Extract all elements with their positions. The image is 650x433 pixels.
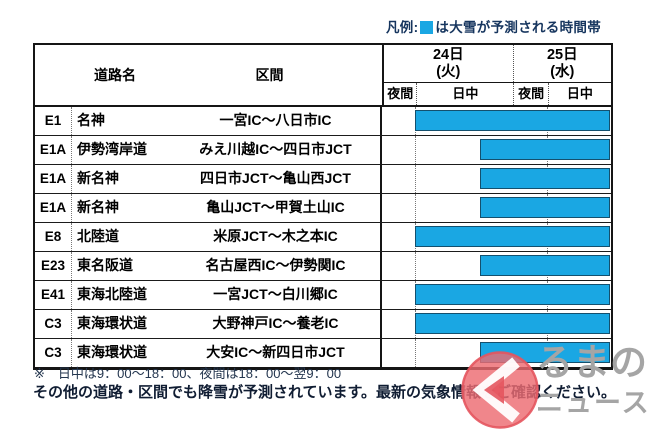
row-road: 北陸道: [77, 228, 119, 244]
timeline-divider: [414, 136, 416, 164]
timeline-divider: [414, 194, 416, 222]
date-header-row: 24日 (火) 25日 (水): [384, 45, 611, 83]
row-road: 新名神: [77, 199, 119, 215]
row-road: 伊勢湾岸道: [77, 141, 147, 157]
timeline-header: 24日 (火) 25日 (水) 夜間 日中 夜間 日中: [382, 45, 611, 105]
snow-bar: [479, 139, 611, 160]
row-section: 四日市JCT〜亀山西JCT: [200, 170, 351, 186]
snow-bar: [479, 168, 611, 189]
table-header-left: 道路名 区間: [35, 45, 382, 105]
row-code: C3: [35, 339, 72, 367]
row-section: 一宮IC〜八日市IC: [219, 112, 332, 128]
row-code: E1A: [35, 136, 72, 164]
row-section: みえ川越IC〜四日市JCT: [199, 141, 352, 157]
kuruma-news-logo-text: るまの ニュース: [536, 344, 650, 417]
row-timeline: [380, 107, 611, 135]
date-weekday: (水): [550, 64, 575, 80]
row-road: 新名神: [77, 170, 119, 186]
table-row: E1A 伊勢湾岸道 みえ川越IC〜四日市JCT: [35, 135, 611, 164]
row-code: E1A: [35, 194, 72, 222]
table-row: E41 東海北陸道 一宮JCT〜白川郷IC: [35, 280, 611, 309]
date-label: 24日: [432, 47, 464, 63]
road-name-column-header: 道路名: [94, 67, 136, 83]
table-row: E1A 新名神 亀山JCT〜甲賀土山IC: [35, 193, 611, 222]
row-code: E41: [35, 281, 72, 309]
kuruma-news-logo-icon: [461, 351, 539, 429]
row-code: E23: [35, 252, 72, 280]
row-road: 名神: [77, 112, 105, 128]
row-section: 名古屋西IC〜伊勢関IC: [205, 257, 346, 273]
row-road: 東海北陸道: [77, 286, 147, 302]
row-road: 東名阪道: [77, 257, 133, 273]
snow-bar: [414, 313, 611, 334]
row-timeline: [380, 194, 611, 222]
snow-bar: [414, 226, 611, 247]
time-header-day-25: 日中: [547, 83, 611, 105]
table-header: 道路名 区間 24日 (火) 25日 (水) 夜間 日中: [35, 45, 611, 107]
row-road: 東海環状道: [77, 315, 147, 331]
snow-bar: [479, 197, 611, 218]
time-header-day-24: 日中: [416, 83, 513, 105]
legend-text: は大雪が予測される時間帯: [435, 20, 602, 35]
row-section: 大野神戸IC〜養老IC: [212, 315, 339, 331]
date-header-24: 24日 (火): [384, 45, 513, 82]
timeline-divider: [414, 252, 416, 280]
row-timeline: [380, 252, 611, 280]
row-section: 亀山JCT〜甲賀土山IC: [206, 199, 345, 215]
row-timeline: [380, 310, 611, 338]
row-timeline: [380, 165, 611, 193]
snow-bar: [479, 255, 611, 276]
row-timeline: [380, 136, 611, 164]
timeline-divider: [414, 165, 416, 193]
table-row: E1 名神 一宮IC〜八日市IC: [35, 107, 611, 135]
row-timeline: [380, 281, 611, 309]
row-code: E1: [35, 107, 72, 135]
row-road: 東海環状道: [77, 344, 147, 360]
time-definition-note: ※ 日中は9：00〜18：00、夜間は18：00〜翌9：00: [34, 366, 342, 381]
table-row: E1A 新名神 四日市JCT〜亀山西JCT: [35, 164, 611, 193]
timeline-divider: [414, 339, 416, 367]
time-header-row: 夜間 日中 夜間 日中: [384, 83, 611, 105]
snow-bar: [414, 284, 611, 305]
row-section: 一宮JCT〜白川郷IC: [213, 286, 338, 302]
time-header-night-25: 夜間: [513, 83, 548, 105]
time-header-night-24: 夜間: [387, 86, 414, 101]
row-code: E1A: [35, 165, 72, 193]
row-timeline: [380, 223, 611, 251]
date-label: 25日: [546, 47, 578, 63]
blue-square-icon: [420, 21, 434, 34]
row-section: 大安IC〜新四日市JCT: [206, 344, 345, 360]
row-code: E8: [35, 223, 72, 251]
table-row: E8 北陸道 米原JCT〜木之本IC: [35, 222, 611, 251]
section-column-header: 区間: [255, 67, 284, 83]
legend: 凡例: は大雪が予測される時間帯: [386, 16, 601, 36]
table-row: C3 東海環状道 大野神戸IC〜養老IC: [35, 309, 611, 338]
date-weekday: (火): [436, 64, 461, 80]
row-code: C3: [35, 310, 72, 338]
logo-text-line1: るまの: [536, 342, 647, 383]
row-section: 米原JCT〜木之本IC: [213, 228, 338, 244]
legend-prefix: 凡例:: [386, 20, 419, 35]
snow-bar: [414, 110, 611, 131]
table-row: E23 東名阪道 名古屋西IC〜伊勢関IC: [35, 251, 611, 280]
logo-text-line2: ニュース: [536, 388, 650, 418]
table-rows: E1 名神 一宮IC〜八日市IC E1A 伊勢湾岸道 みえ川越IC〜四日市JCT…: [35, 107, 611, 367]
date-header-25: 25日 (水): [512, 45, 611, 82]
snow-forecast-table: 道路名 区間 24日 (火) 25日 (水) 夜間 日中: [33, 43, 613, 370]
